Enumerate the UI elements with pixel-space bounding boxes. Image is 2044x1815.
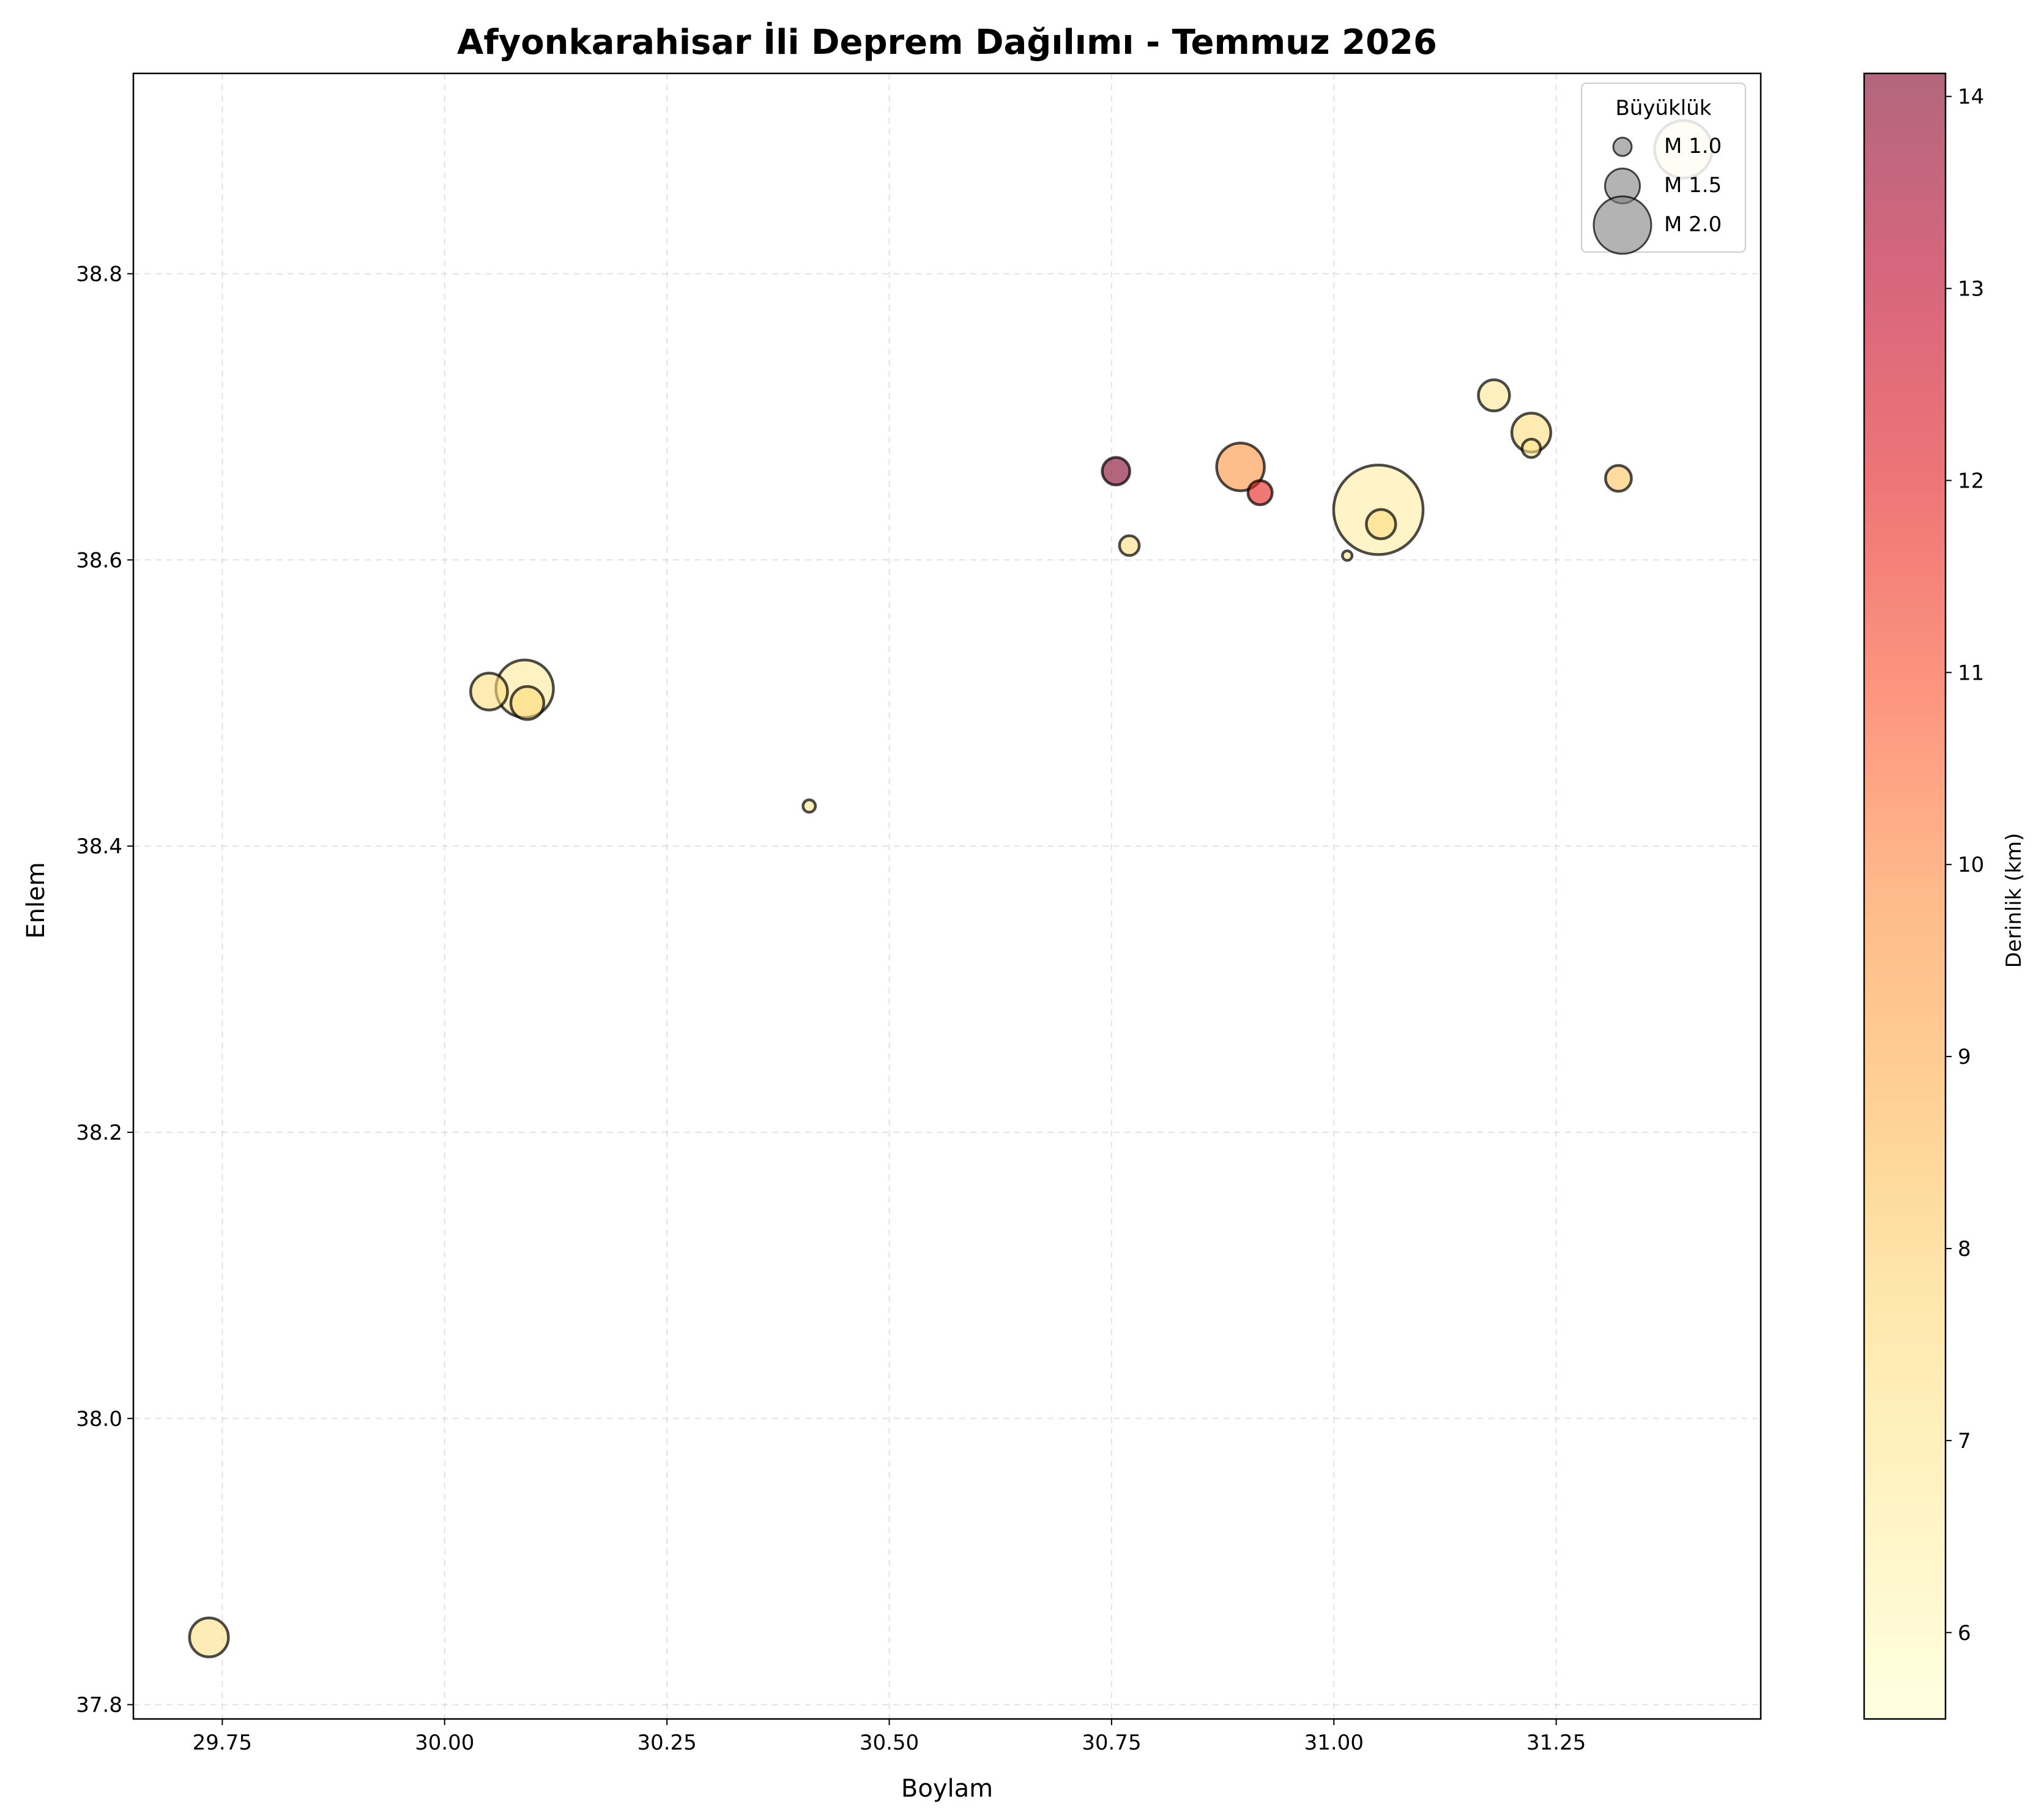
colorbar-tick-label: 8 bbox=[1958, 1237, 1971, 1261]
x-axis-ticks: 29.75 30.00 30.25 30.50 30.75 31.00 31.25 bbox=[193, 1719, 1586, 1755]
plot-frame bbox=[132, 72, 1762, 1720]
colorbar-label: Derinlik (km) bbox=[2002, 833, 2026, 968]
legend-title: Büyüklük bbox=[1616, 96, 1712, 121]
legend-marker-small bbox=[1612, 136, 1633, 157]
legend-label-small: M 1.0 bbox=[1664, 134, 1722, 158]
colorbar-tick-label: 11 bbox=[1958, 661, 1984, 685]
y-axis-label: Enlem bbox=[22, 862, 50, 938]
earthquake-point bbox=[1341, 549, 1354, 562]
chart-title: Afyonkarahisar İli Deprem Dağılımı - Tem… bbox=[457, 23, 1437, 62]
x-tick-label: 31.00 bbox=[1304, 1731, 1364, 1755]
colorbar-tick-label: 7 bbox=[1958, 1429, 1971, 1453]
y-tick-label: 38.4 bbox=[76, 834, 122, 859]
legend-label-large: M 2.0 bbox=[1664, 212, 1722, 237]
earthquake-point bbox=[1246, 479, 1274, 507]
earthquake-point bbox=[188, 1616, 230, 1658]
x-tick-label: 30.25 bbox=[637, 1731, 696, 1755]
y-tick-label: 38.0 bbox=[76, 1407, 122, 1431]
earthquake-point bbox=[801, 798, 817, 814]
x-tick-label: 30.00 bbox=[415, 1731, 474, 1755]
x-tick-label: 30.75 bbox=[1082, 1731, 1141, 1755]
y-tick-label: 38.8 bbox=[76, 262, 122, 286]
y-tick-label: 38.6 bbox=[76, 548, 122, 573]
size-legend: Büyüklük M 1.0 M 1.5 M 2.0 bbox=[1581, 83, 1746, 255]
depth-colorbar: 6 7 8 9 10 11 12 13 14 Derinlik (km) bbox=[1863, 72, 2026, 1720]
colorbar-tick-label: 6 bbox=[1958, 1621, 1971, 1646]
earthquake-point bbox=[1215, 442, 1266, 492]
x-tick-label: 31.25 bbox=[1526, 1731, 1586, 1755]
earthquake-point bbox=[1477, 378, 1511, 412]
colorbar-tick-label: 14 bbox=[1958, 85, 1984, 109]
colorbar-tick-label: 9 bbox=[1958, 1045, 1971, 1069]
colorbar-gradient bbox=[1863, 72, 1947, 1720]
legend-marker-large bbox=[1592, 195, 1652, 255]
x-tick-label: 29.75 bbox=[193, 1731, 252, 1755]
earthquake-point bbox=[1604, 464, 1633, 493]
legend-label-medium: M 1.5 bbox=[1664, 173, 1722, 198]
earthquake-point bbox=[1118, 534, 1141, 557]
colorbar-tick-label: 10 bbox=[1958, 853, 1984, 877]
y-axis-ticks: 37.8 38.0 38.2 38.4 38.6 38.8 bbox=[76, 262, 133, 1718]
colorbar-tick-label: 12 bbox=[1958, 469, 1984, 493]
earthquake-point bbox=[1520, 437, 1542, 459]
y-tick-label: 37.8 bbox=[76, 1693, 122, 1718]
y-tick-label: 38.2 bbox=[76, 1121, 122, 1145]
earthquake-point bbox=[509, 685, 546, 721]
colorbar-ticks: 6 7 8 9 10 11 12 13 14 bbox=[1946, 85, 1984, 1646]
grid-lines bbox=[133, 73, 1761, 1719]
earthquake-point bbox=[469, 672, 509, 711]
x-tick-label: 30.50 bbox=[860, 1731, 919, 1755]
earthquake-point bbox=[1101, 456, 1131, 487]
colorbar-tick-label: 13 bbox=[1958, 277, 1984, 302]
x-axis-label: Boylam bbox=[901, 1775, 993, 1803]
earthquake-point bbox=[1365, 508, 1397, 541]
